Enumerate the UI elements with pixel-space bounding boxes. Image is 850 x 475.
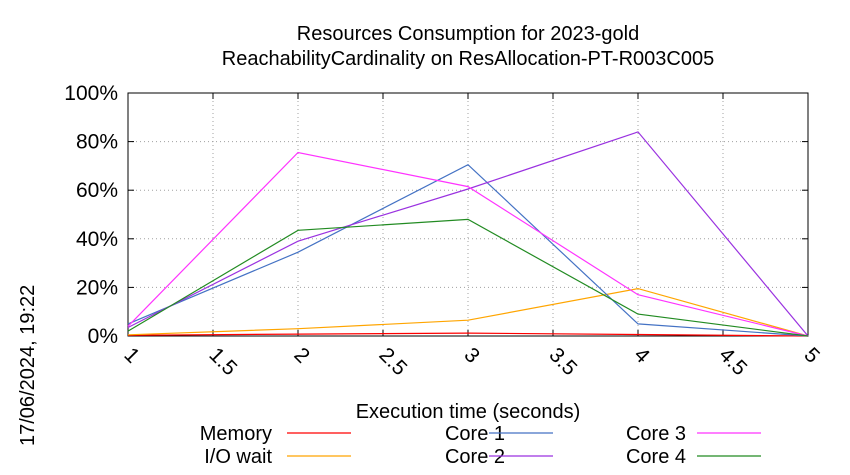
series-line-core-1 [127,163,809,337]
legend-label: Core 1 [445,423,505,445]
y-tick-label: 0% [88,325,118,348]
x-tick-label: 2 [289,343,314,368]
series-line-core-2 [127,131,809,337]
x-axis-label: Execution time (seconds) [356,401,581,423]
series-line-core-4 [127,218,809,337]
legend-label: Core 3 [626,423,686,445]
series-line-core-3 [127,151,809,337]
y-tick-label: 20% [76,276,118,299]
legend-label: Memory [200,423,272,445]
grid [128,93,808,336]
y-tick-label: 100% [64,82,118,105]
x-tick-label: 1.5 [204,343,241,380]
x-tick-label: 5 [799,343,824,368]
y-tick-label: 40% [76,228,118,251]
x-tick-label: 3.5 [544,343,581,380]
chart-title: Resources Consumption for 2023-gold [297,23,639,45]
x-tick-label: 3 [459,343,484,368]
x-tick-label: 4.5 [714,343,751,380]
timestamp-label: 17/06/2024, 19:22 [17,285,39,446]
legend-label: Core 2 [445,446,505,468]
y-tick-label: 80% [76,131,118,154]
series-lines [127,131,809,337]
y-tick-label: 60% [76,179,118,202]
series-line-i-o-wait [127,287,809,337]
legend-label: I/O wait [204,446,272,468]
x-tick-label: 1 [119,343,144,368]
x-tick-label: 2.5 [374,343,411,380]
series-line-memory [127,332,809,337]
chart-subtitle: ReachabilityCardinality on ResAllocation… [222,48,714,70]
x-tick-label: 4 [629,343,654,368]
legend-label: Core 4 [626,446,686,468]
